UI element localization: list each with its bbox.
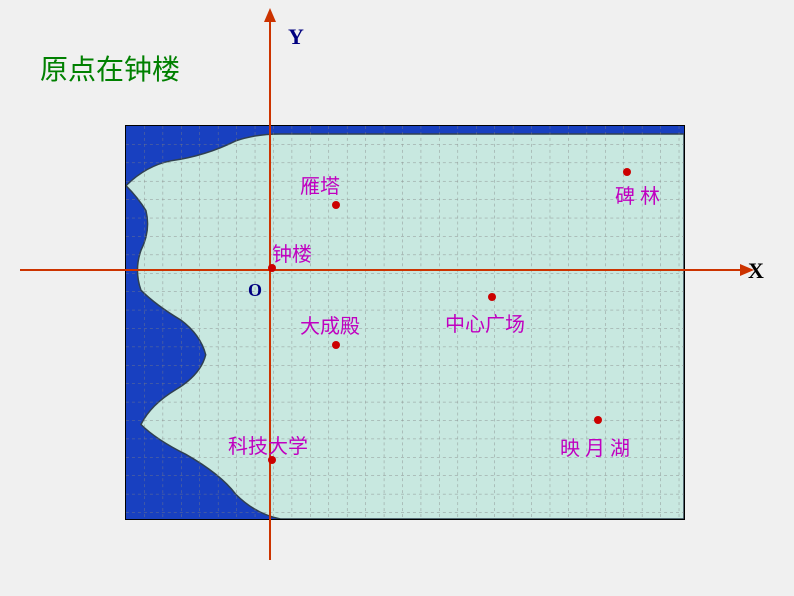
point-label: 中心广场 [445, 308, 525, 337]
chart-title: 原点在钟楼 [40, 48, 180, 88]
y-axis [269, 20, 271, 560]
origin-label: O [248, 280, 262, 301]
point-dot [623, 168, 631, 176]
x-axis-label: X [748, 258, 764, 284]
point-label: 雁塔 [300, 170, 340, 199]
y-axis-arrow [264, 8, 276, 22]
point-dot [594, 416, 602, 424]
point-dot [332, 201, 340, 209]
point-label: 大成殿 [300, 310, 360, 339]
point-label: 科技大学 [228, 430, 308, 459]
y-axis-label: Y [288, 24, 304, 50]
point-label: 映 月 湖 [560, 432, 630, 461]
x-axis [20, 269, 740, 271]
point-dot [332, 341, 340, 349]
point-label: 碑 林 [615, 180, 660, 209]
point-dot [488, 293, 496, 301]
point-label: 钟楼 [272, 238, 312, 267]
